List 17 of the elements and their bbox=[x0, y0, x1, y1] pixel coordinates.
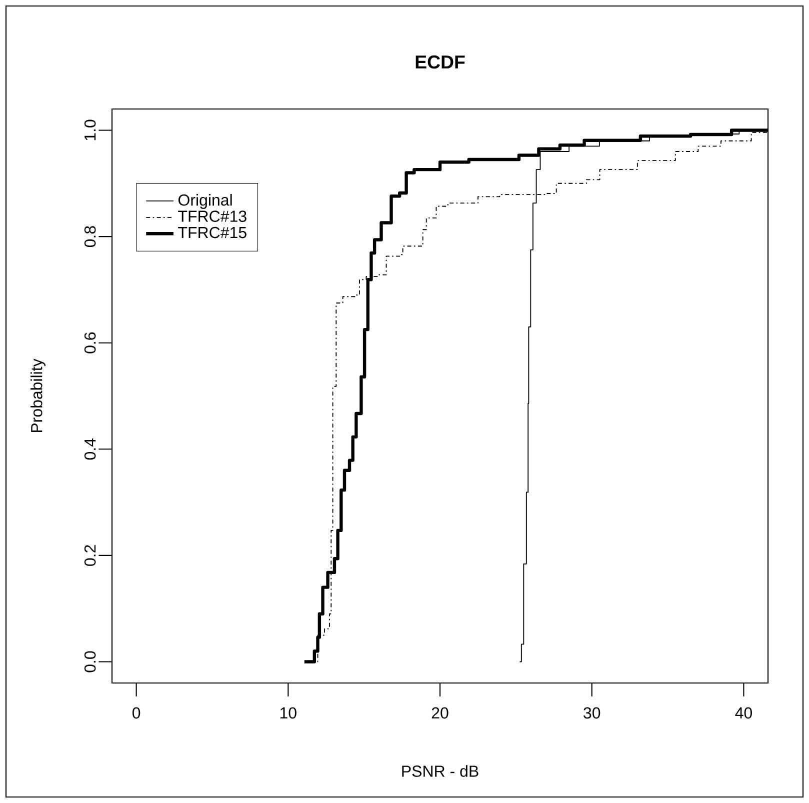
y-tick-label: 0.8 bbox=[84, 226, 96, 248]
y-tick-label: 1.0 bbox=[84, 120, 96, 140]
x-tick-label: 20 bbox=[432, 707, 448, 719]
x-axis-title: PSNR - dB bbox=[402, 765, 478, 777]
chart-title: ECDF bbox=[416, 55, 465, 69]
y-tick-label: 0.0 bbox=[84, 651, 96, 672]
legend-label: TFRC#15 bbox=[178, 226, 246, 238]
x-tick-label: 40 bbox=[735, 707, 752, 719]
y-tick-label: 0.4 bbox=[84, 438, 96, 460]
y-tick-label: 0.6 bbox=[84, 332, 96, 354]
y-axis-title: Probability bbox=[30, 358, 46, 432]
legend-label: Original bbox=[178, 194, 232, 209]
x-tick-label: 10 bbox=[280, 707, 296, 719]
legend-label: TFRC#13 bbox=[178, 210, 246, 222]
x-tick-label: 0 bbox=[132, 707, 140, 719]
x-tick-label: 30 bbox=[584, 707, 600, 719]
y-tick-label: 0.2 bbox=[84, 545, 96, 566]
